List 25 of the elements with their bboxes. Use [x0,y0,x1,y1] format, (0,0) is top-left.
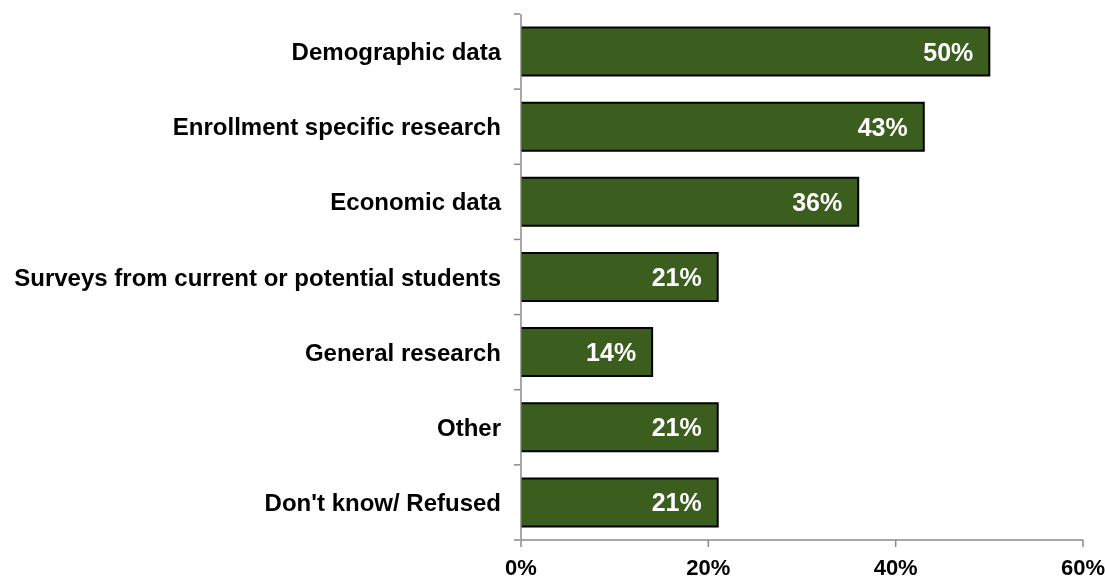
y-tick-label: Other [436,413,501,441]
data-label: 36% [792,187,843,216]
data-label: 50% [923,37,974,66]
bar [521,477,719,528]
y-tick-label: Demographic data [291,38,502,66]
data-label: 21% [651,413,702,442]
y-tick-label: Don't know/ Refused [264,488,501,516]
y-tick-label: Surveys from current or potential students [14,263,501,291]
bar [521,176,860,227]
data-label: 21% [651,488,702,517]
bar [521,251,719,302]
bar [521,101,925,152]
x-tick-label: 60% [1060,554,1105,578]
bar [521,327,654,378]
x-tick-label: 20% [686,554,731,578]
x-tick-label: 0% [505,554,537,578]
data-label: 14% [586,338,637,367]
data-label: 43% [857,112,908,141]
y-tick-label: General research [304,338,501,366]
y-tick-label: Economic data [330,188,502,216]
y-tick-label: Enrollment specific research [172,113,501,141]
data-label: 21% [651,262,702,291]
bar [521,26,991,77]
bar [521,402,719,453]
x-tick-label: 40% [873,554,918,578]
